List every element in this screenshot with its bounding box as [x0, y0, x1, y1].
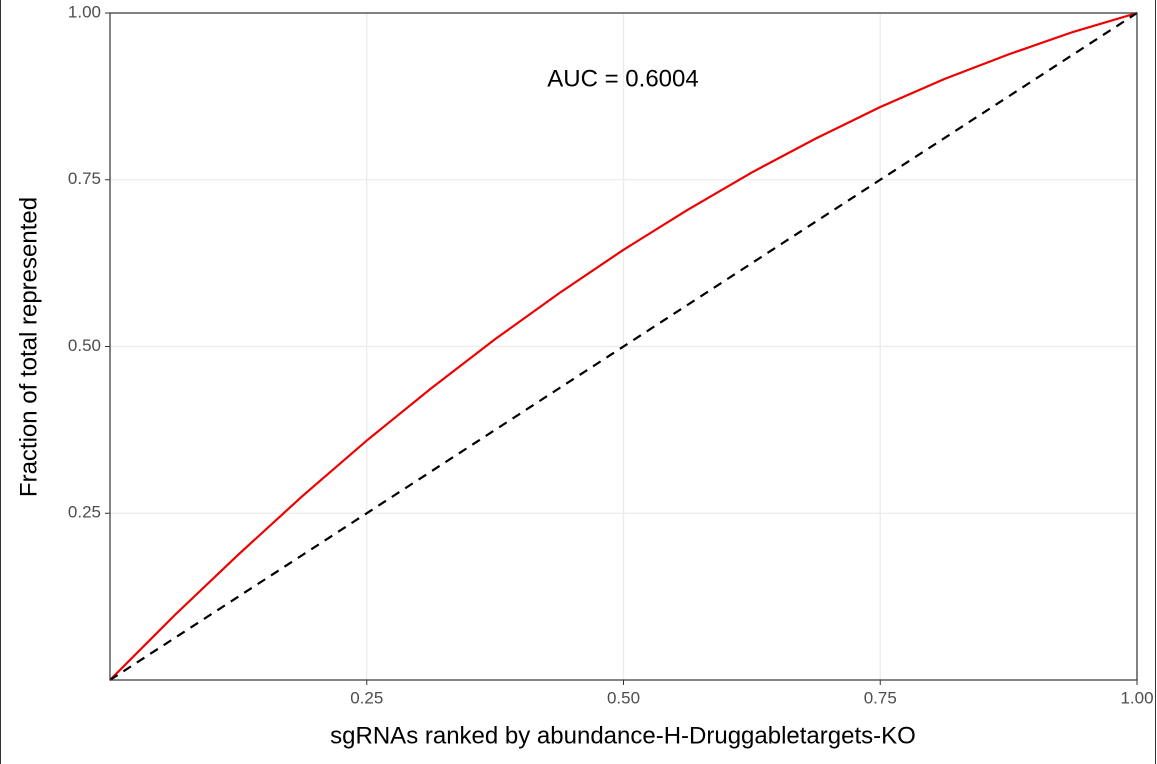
annotation: AUC = 0.6004 [547, 65, 698, 92]
y-tick-label: 0.25 [68, 503, 101, 522]
y-tick-label: 0.50 [68, 336, 101, 355]
x-tick-label: 0.25 [350, 688, 383, 707]
x-tick-label: 0.50 [607, 688, 640, 707]
curve [109, 11, 1138, 681]
y-tick-label: 0.75 [68, 169, 101, 188]
x-tick-label: 0.75 [864, 688, 897, 707]
marks [109, 11, 1138, 681]
x-axis-title: sgRNAs ranked by abundance-H-Druggableta… [330, 722, 916, 749]
x-tick-label: 1.00 [1120, 688, 1153, 707]
y-axis-title: Fraction of total represented [15, 197, 42, 497]
y-tick-label: 1.00 [68, 2, 101, 21]
reference-line [109, 12, 1138, 681]
